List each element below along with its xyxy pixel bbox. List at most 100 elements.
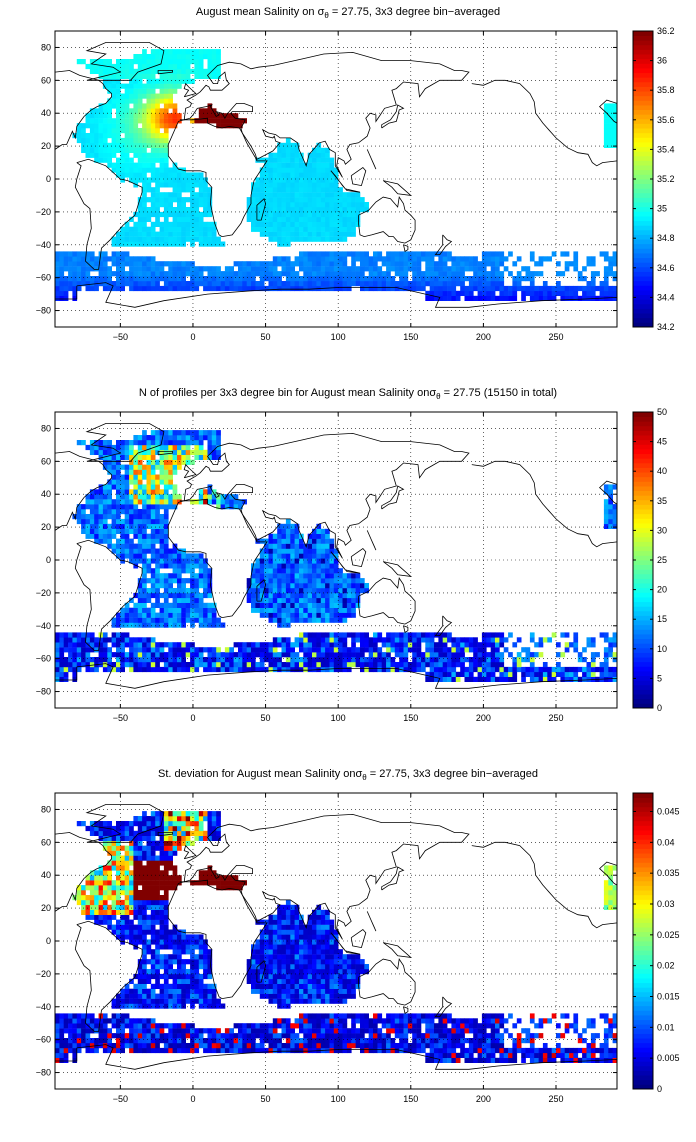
data-bin	[138, 266, 143, 271]
data-bin	[194, 618, 199, 623]
data-bin	[290, 172, 295, 177]
data-bin	[269, 197, 274, 202]
data-bin	[295, 667, 300, 672]
data-bin	[443, 657, 448, 662]
data-bin	[55, 256, 60, 261]
data-bin	[469, 276, 474, 281]
data-bin	[164, 118, 169, 123]
data-bin	[282, 598, 287, 603]
data-bin	[491, 662, 496, 667]
data-bin	[282, 217, 287, 222]
data-bin	[120, 256, 125, 261]
data-bin	[430, 667, 435, 672]
data-bin	[482, 281, 487, 286]
data-bin	[465, 677, 470, 682]
data-bin	[120, 647, 125, 652]
data-bin	[120, 172, 125, 177]
data-bin	[147, 187, 152, 192]
data-bin	[395, 647, 400, 652]
data-bin	[608, 519, 613, 524]
data-bin	[120, 1043, 125, 1048]
data-bin	[129, 613, 134, 618]
data-bin	[269, 578, 274, 583]
data-bin	[147, 465, 152, 470]
data-bin	[591, 286, 596, 291]
data-bin	[325, 613, 330, 618]
data-bin	[133, 232, 138, 237]
colorbar-segment	[633, 105, 653, 110]
data-bin	[316, 573, 321, 578]
data-bin	[260, 642, 265, 647]
data-bin	[164, 652, 169, 657]
data-bin	[242, 286, 247, 291]
data-bin	[273, 558, 278, 563]
data-bin	[216, 242, 221, 247]
data-bin	[308, 603, 313, 608]
data-bin	[277, 544, 282, 549]
data-bin	[247, 217, 252, 222]
data-bin	[495, 261, 500, 266]
data-bin	[334, 573, 339, 578]
colorbar-tick-label: 35	[657, 204, 667, 214]
data-bin	[151, 578, 156, 583]
data-bin	[299, 266, 304, 271]
data-bin	[55, 266, 60, 271]
data-bin	[112, 455, 117, 460]
data-bin	[303, 202, 308, 207]
data-bin	[221, 271, 226, 276]
data-bin	[212, 652, 217, 657]
data-bin	[573, 261, 578, 266]
data-bin	[164, 435, 169, 440]
data-bin	[147, 499, 152, 504]
data-bin	[356, 251, 361, 256]
data-bin	[142, 598, 147, 603]
data-bin	[377, 256, 382, 261]
data-bin	[495, 286, 500, 291]
data-bin	[186, 588, 191, 593]
data-bin	[269, 549, 274, 554]
data-bin	[604, 123, 609, 128]
data-bin	[186, 212, 191, 217]
data-bin	[155, 652, 160, 657]
data-bin	[177, 603, 182, 608]
data-bin	[495, 296, 500, 301]
data-bin	[443, 281, 448, 286]
data-bin	[186, 286, 191, 291]
data-bin	[434, 266, 439, 271]
data-bin	[395, 642, 400, 647]
colorbar-segment	[633, 170, 653, 175]
data-bin	[151, 84, 156, 89]
data-bin	[129, 851, 134, 856]
data-bin	[303, 558, 308, 563]
data-bin	[264, 212, 269, 217]
data-bin	[116, 885, 121, 890]
data-bin	[90, 524, 95, 529]
data-bin	[125, 821, 130, 826]
data-bin	[173, 430, 178, 435]
data-bin	[343, 232, 348, 237]
data-bin	[465, 266, 470, 271]
data-bin	[151, 583, 156, 588]
data-bin	[103, 261, 108, 266]
data-bin	[482, 667, 487, 672]
data-bin	[338, 217, 343, 222]
data-bin	[364, 286, 369, 291]
data-bin	[125, 465, 130, 470]
data-bin	[395, 667, 400, 672]
data-bin	[269, 212, 274, 217]
data-bin	[160, 652, 165, 657]
data-bin	[112, 637, 117, 642]
data-bin	[208, 647, 213, 652]
data-bin	[203, 281, 208, 286]
data-bin	[194, 192, 199, 197]
data-bin	[504, 266, 509, 271]
data-bin	[155, 563, 160, 568]
data-bin	[94, 1038, 99, 1043]
data-bin	[112, 74, 117, 79]
data-bin	[556, 672, 561, 677]
data-bin	[173, 232, 178, 237]
data-bin	[295, 202, 300, 207]
data-bin	[116, 479, 121, 484]
data-bin	[604, 251, 609, 256]
data-bin	[351, 251, 356, 256]
